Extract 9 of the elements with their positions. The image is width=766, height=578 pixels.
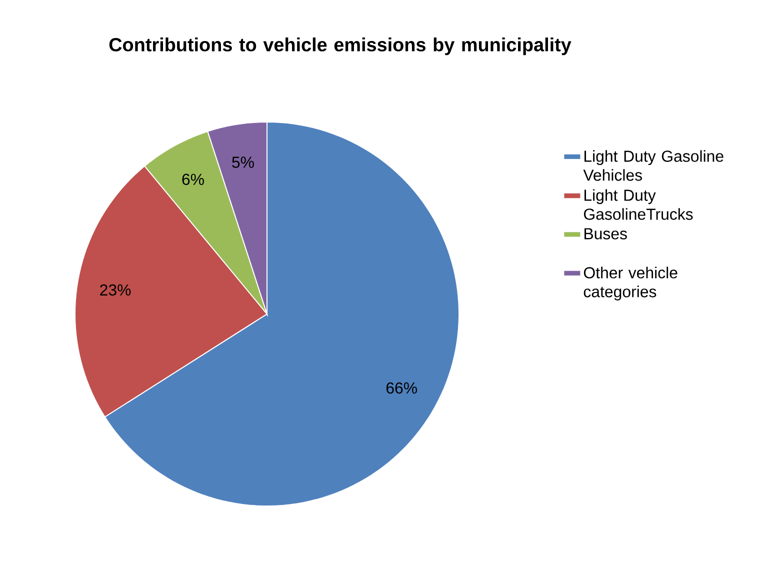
data-label: 23%	[100, 284, 131, 296]
data-label: 5%	[232, 156, 254, 168]
chart-title: Contributions to vehicle emissions by municipality	[109, 38, 572, 56]
legend-label: Light Duty Gasoline Vehicles	[583, 150, 724, 181]
legend-label: Light Duty GasolineTrucks	[584, 189, 693, 220]
legend-label: Other vehicle categories	[584, 266, 678, 300]
data-label: 6%	[182, 174, 204, 186]
legend-label: Buses	[584, 228, 627, 240]
data-label: 66%	[386, 382, 417, 394]
